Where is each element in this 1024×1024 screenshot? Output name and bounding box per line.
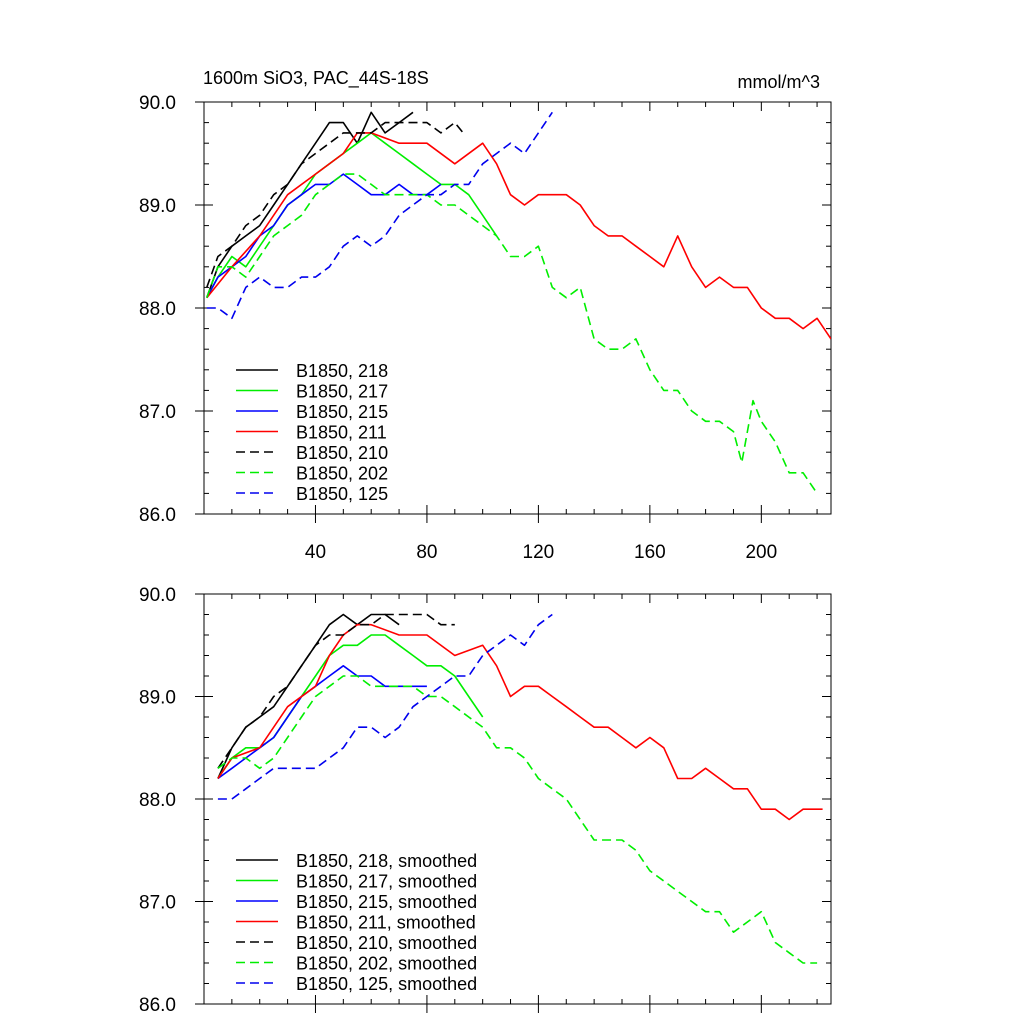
legend-label: B1850, 202 <box>296 464 388 484</box>
y-tick-label: 89.0 <box>139 688 176 709</box>
y-tick-label: 89.0 <box>139 196 176 217</box>
series-line <box>217 634 484 779</box>
series-line <box>206 111 414 298</box>
y-tick-label: 86.0 <box>139 505 176 526</box>
series-line <box>217 675 818 964</box>
chart-units: mmol/m^3 <box>738 72 820 92</box>
top-panel: 86.0 87.0 88.0 89.0 90.0 40 80 120 160 200 B1850, … <box>139 93 832 563</box>
y-tick-label: 87.0 <box>139 402 176 423</box>
x-tick-label: 160 <box>634 542 666 563</box>
series-line <box>217 613 455 769</box>
bottom-panel: 86.0 87.0 88.0 89.0 90.0 B1850, 218, smoothed… <box>139 585 832 1016</box>
legend-label: B1850, 125 <box>296 484 388 504</box>
x-tick-label: 120 <box>523 542 555 563</box>
legend-label: B1850, 210, smoothed <box>296 933 477 953</box>
series-line <box>206 111 553 320</box>
x-tick-label: 40 <box>305 542 326 563</box>
y-tick-label: 86.0 <box>139 995 176 1016</box>
chart-title: 1600m SiO3, PAC_44S-18S <box>203 68 429 89</box>
legend-label: B1850, 125, smoothed <box>296 974 477 994</box>
series-group <box>217 613 823 964</box>
y-tick-label: 87.0 <box>139 893 176 914</box>
x-tick-label: 80 <box>416 542 437 563</box>
series-line <box>206 132 831 340</box>
series-line <box>217 623 823 821</box>
legend-label: B1850, 211 <box>296 423 387 443</box>
legend-label: B1850, 215 <box>296 402 388 422</box>
y-tick-label: 88.0 <box>139 790 176 811</box>
legend-label: B1850, 215, smoothed <box>296 892 477 912</box>
y-tick-label: 90.0 <box>139 585 176 606</box>
legend-label: B1850, 217 <box>296 382 388 402</box>
legend-label: B1850, 210 <box>296 443 388 463</box>
series-line <box>206 173 442 299</box>
series-line <box>206 132 498 299</box>
legend-label: B1850, 218, smoothed <box>296 851 477 871</box>
series-line <box>206 173 818 494</box>
series-line <box>217 613 553 800</box>
series-line <box>206 121 464 288</box>
series-group <box>206 111 831 494</box>
legend-label: B1850, 217, smoothed <box>296 872 477 892</box>
legend-label: B1850, 211, smoothed <box>296 913 476 933</box>
legend-label: B1850, 202, smoothed <box>296 954 477 974</box>
series-line <box>217 664 427 780</box>
legend-label: B1850, 218 <box>296 361 388 381</box>
y-tick-label: 90.0 <box>139 93 176 114</box>
y-tick-label: 88.0 <box>139 299 176 320</box>
x-tick-label: 200 <box>745 542 777 563</box>
